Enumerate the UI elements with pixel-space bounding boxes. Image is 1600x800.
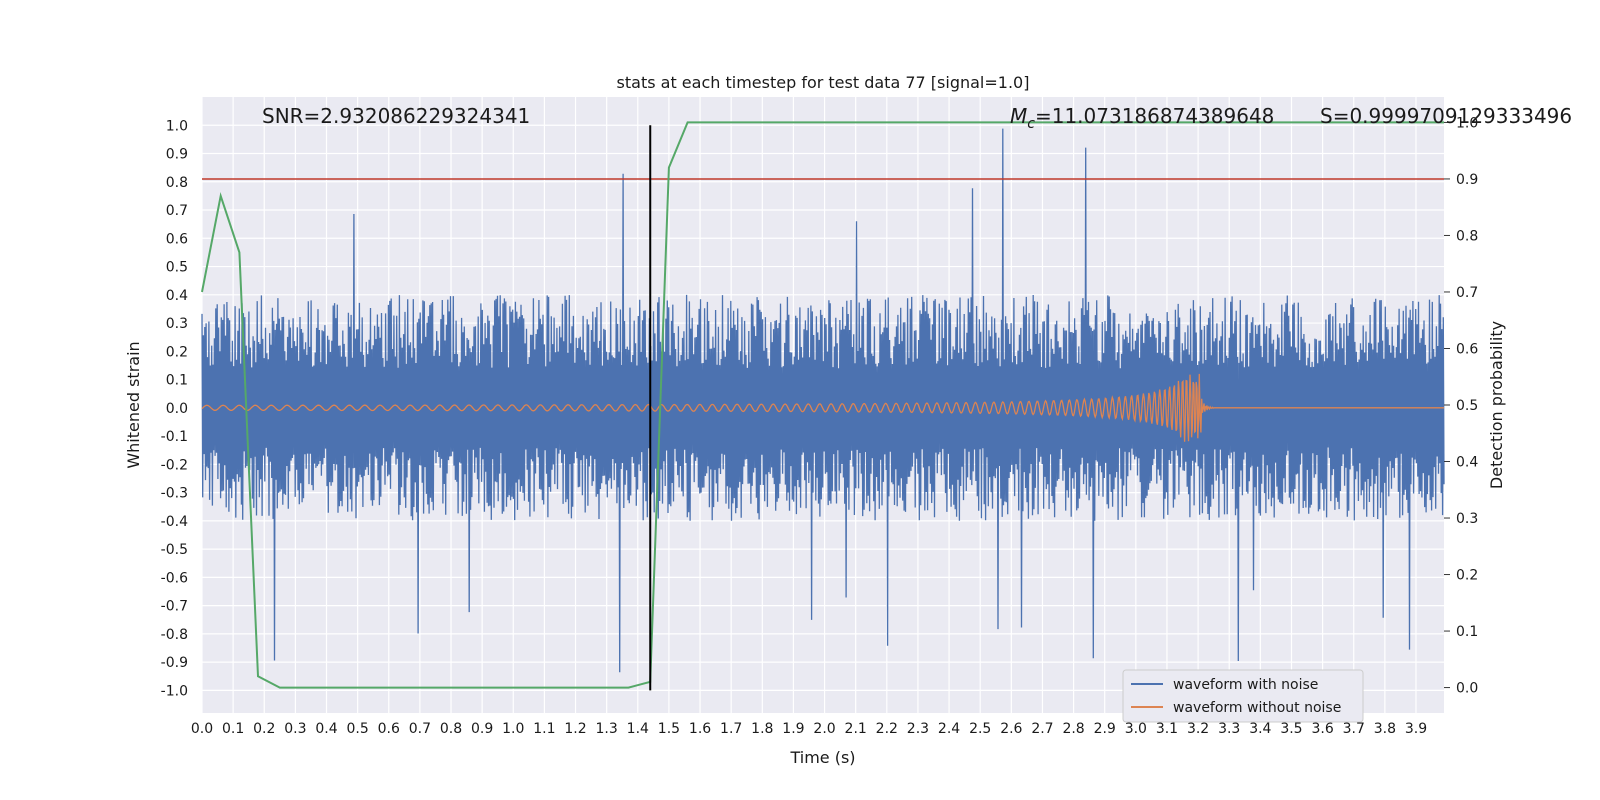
y-left-tick-label: -0.3	[161, 486, 188, 502]
y-left-tick-label: -1.0	[161, 683, 188, 699]
y-left-tick-label: -0.5	[161, 542, 188, 558]
x-tick-label: 2.4	[938, 721, 960, 737]
x-tick-label: 1.2	[564, 721, 586, 737]
y-left-tick-label: 0.2	[166, 344, 188, 360]
x-tick-label: 1.6	[689, 721, 711, 737]
y-right-tick-label: 1.0	[1456, 115, 1478, 131]
x-tick-label: 1.1	[533, 721, 555, 737]
detection-probability-line	[201, 121, 1444, 689]
series-waveform-without-noise	[201, 373, 1444, 442]
x-tick-label: 3.0	[1125, 721, 1147, 737]
y-left-axis-label: Whitened strain	[124, 341, 143, 468]
chirp-mass-annotation: Mc=11.073186874389648	[1010, 104, 1274, 132]
y-right-tick-label: 0.3	[1456, 511, 1478, 527]
x-tick-label: 1.7	[720, 721, 742, 737]
series-waveform-with-noise	[201, 128, 1445, 673]
x-tick-label: 0.2	[253, 721, 275, 737]
y-left-tick-label: 0.0	[166, 401, 188, 417]
x-tick-label: 3.7	[1343, 721, 1365, 737]
chart-title: stats at each timestep for test data 77 …	[617, 73, 1030, 92]
y-right-tick-label: 0.7	[1456, 285, 1478, 301]
x-tick-label: 1.9	[782, 721, 804, 737]
x-tick-label: 2.3	[907, 721, 929, 737]
x-tick-label: 0.3	[284, 721, 306, 737]
x-tick-label: 2.0	[813, 721, 835, 737]
y-left-tick-label: -0.6	[161, 570, 188, 586]
y-right-tick-label: 0.5	[1456, 398, 1478, 414]
noisy-waveform-line	[201, 128, 1445, 673]
x-tick-label: 0.0	[191, 721, 213, 737]
y-right-tick-label: 0.6	[1456, 341, 1478, 357]
x-tick-label: 0.7	[409, 721, 431, 737]
y-right-tick-label: 0.8	[1456, 228, 1478, 244]
y-left-tick-label: 0.5	[166, 260, 188, 276]
legend-label-clean: waveform without noise	[1173, 700, 1341, 716]
y-right-tick-labels: 0.0 0.1 0.2 0.3 0.4 0.5 0.6 0.7 0.8 0.9 1.0	[1444, 115, 1478, 697]
x-tick-label: 3.2	[1187, 721, 1209, 737]
x-tick-label: 2.2	[876, 721, 898, 737]
x-tick-label: 1.5	[658, 721, 680, 737]
y-left-tick-label: -0.9	[161, 655, 188, 671]
x-tick-label: 2.8	[1062, 721, 1084, 737]
y-right-axis-label: Detection probability	[1487, 321, 1506, 489]
x-axis-label: Time (s)	[789, 748, 855, 767]
x-tick-label: 2.6	[1000, 721, 1022, 737]
x-tick-label: 1.8	[751, 721, 773, 737]
x-tick-label: 0.1	[222, 721, 244, 737]
x-tick-label: 0.6	[378, 721, 400, 737]
x-tick-label: 0.9	[471, 721, 493, 737]
y-right-tick-label: 0.0	[1456, 681, 1478, 697]
y-left-tick-label: -0.2	[161, 457, 188, 473]
y-left-tick-label: 0.9	[166, 147, 188, 163]
x-tick-label: 3.4	[1249, 721, 1271, 737]
x-tick-label: 2.1	[845, 721, 867, 737]
y-left-tick-label: -0.7	[161, 599, 188, 615]
y-grid	[202, 124, 1444, 691]
x-tick-label: 3.3	[1218, 721, 1240, 737]
x-tick-label: 3.5	[1280, 721, 1302, 737]
chirp-mass-symbol: M	[1010, 104, 1027, 128]
y-left-tick-label: 0.4	[166, 288, 188, 304]
legend-label-noise: waveform with noise	[1173, 677, 1318, 693]
y-right-tick-label: 0.2	[1456, 568, 1478, 584]
x-tick-label: 3.8	[1374, 721, 1396, 737]
series-detection-probability	[201, 121, 1444, 689]
y-left-tick-label: 0.1	[166, 373, 188, 389]
x-tick-label: 0.5	[347, 721, 369, 737]
s-annotation: S=0.9999709129333496	[1320, 104, 1572, 128]
y-left-tick-label: 0.3	[166, 316, 188, 332]
x-tick-label: 0.4	[315, 721, 337, 737]
y-right-tick-label: 0.4	[1456, 455, 1478, 471]
y-left-tick-labels: -1.0 -0.9 -0.8 -0.7 -0.6 -0.5 -0.4 -0.3 -0.2 -0.1…	[161, 118, 188, 699]
x-tick-label: 1.0	[502, 721, 524, 737]
legend-box	[1122, 669, 1364, 723]
x-tick-label: 1.3	[596, 721, 618, 737]
x-tick-label: 3.9	[1405, 721, 1427, 737]
snr-annotation: SNR=2.932086229324341	[262, 104, 530, 128]
y-left-tick-label: 1.0	[166, 118, 188, 134]
y-left-tick-label: -0.4	[161, 514, 188, 530]
y-right-tick-label: 0.1	[1456, 624, 1478, 640]
chirp-mass-subscript: c	[1027, 116, 1035, 132]
x-tick-label: 0.8	[440, 721, 462, 737]
x-tick-label: 1.4	[627, 721, 649, 737]
x-tick-labels: 0.0 0.1 0.2 0.3 0.4 0.5 0.6 0.7 0.8 0.9 1.0 1.1 1.2 1…	[191, 721, 1427, 737]
clean-waveform-line	[201, 373, 1444, 442]
y-left-tick-label: -0.8	[161, 627, 188, 643]
y-left-tick-label: 0.6	[166, 231, 188, 247]
x-tick-label: 2.5	[969, 721, 991, 737]
x-tick-label: 3.6	[1311, 721, 1333, 737]
y-left-tick-label: 0.8	[166, 175, 188, 191]
y-left-tick-label: -0.1	[161, 429, 188, 445]
x-tick-label: 2.7	[1031, 721, 1053, 737]
y-right-tick-label: 0.9	[1456, 172, 1478, 188]
legend: waveform with noise waveform without noi…	[1122, 669, 1364, 723]
y-left-tick-label: 0.7	[166, 203, 188, 219]
x-tick-label: 2.9	[1094, 721, 1116, 737]
chirp-mass-value: =11.073186874389648	[1035, 104, 1274, 128]
x-tick-label: 3.1	[1156, 721, 1178, 737]
